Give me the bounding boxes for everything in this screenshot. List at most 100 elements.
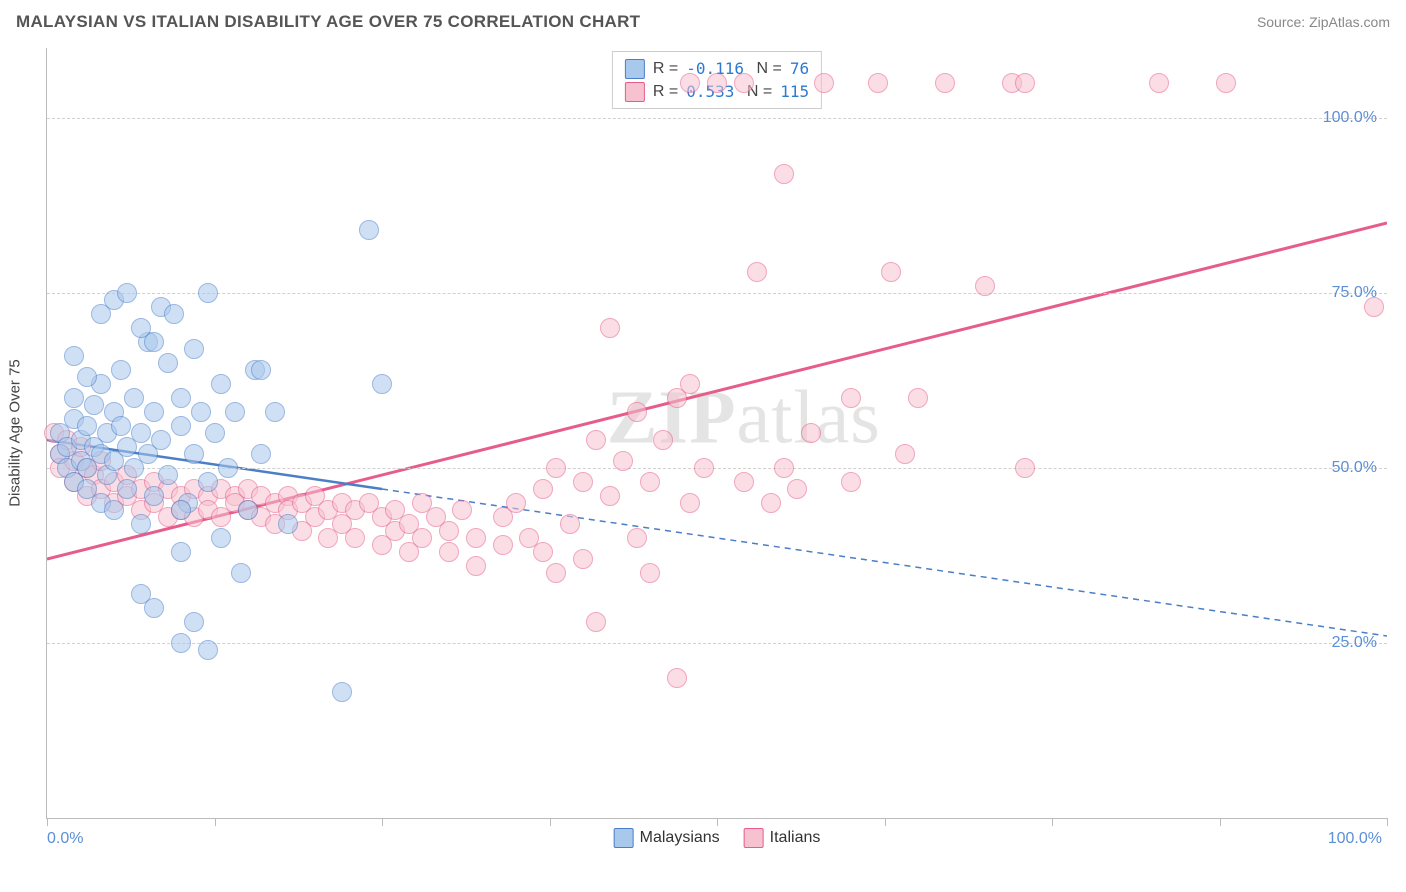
point-malaysian	[164, 304, 184, 324]
point-malaysian	[171, 633, 191, 653]
point-malaysian	[184, 339, 204, 359]
point-malaysian	[131, 423, 151, 443]
point-malaysian	[211, 374, 231, 394]
point-malaysian	[64, 346, 84, 366]
point-malaysian	[332, 682, 352, 702]
point-italian	[680, 374, 700, 394]
point-italian	[774, 164, 794, 184]
point-italian	[707, 73, 727, 93]
point-italian	[627, 402, 647, 422]
point-malaysian	[144, 486, 164, 506]
point-malaysian	[151, 430, 171, 450]
r-label: R =	[653, 80, 678, 103]
point-italian	[975, 276, 995, 296]
point-italian	[774, 458, 794, 478]
point-italian	[734, 73, 754, 93]
point-malaysian	[104, 500, 124, 520]
x-tick	[47, 818, 48, 826]
y-tick-label: 25.0%	[1332, 634, 1377, 652]
x-tick	[1220, 818, 1221, 826]
point-italian	[1015, 458, 1035, 478]
point-malaysian	[171, 416, 191, 436]
point-malaysian	[144, 598, 164, 618]
legend-label-malaysians: Malaysians	[640, 829, 720, 847]
point-italian	[586, 430, 606, 450]
source-attribution: Source: ZipAtlas.com	[1257, 14, 1390, 30]
point-malaysian	[198, 283, 218, 303]
point-malaysian	[251, 360, 271, 380]
point-italian	[586, 612, 606, 632]
point-italian	[412, 528, 432, 548]
point-italian	[680, 73, 700, 93]
point-italian	[881, 262, 901, 282]
point-italian	[908, 388, 928, 408]
y-tick-label: 100.0%	[1323, 109, 1377, 127]
point-malaysian	[171, 500, 191, 520]
point-italian	[560, 514, 580, 534]
point-malaysian	[372, 374, 392, 394]
point-italian	[345, 528, 365, 548]
chart-title: MALAYSIAN VS ITALIAN DISABILITY AGE OVER…	[16, 12, 640, 32]
point-italian	[895, 444, 915, 464]
point-malaysian	[158, 465, 178, 485]
point-italian	[841, 472, 861, 492]
point-italian	[814, 73, 834, 93]
point-malaysian	[205, 423, 225, 443]
swatch-blue	[625, 59, 645, 79]
point-malaysian	[265, 402, 285, 422]
gridline	[47, 118, 1387, 119]
point-malaysian	[211, 528, 231, 548]
point-italian	[613, 451, 633, 471]
point-malaysian	[144, 402, 164, 422]
point-italian	[1149, 73, 1169, 93]
point-malaysian	[171, 542, 191, 562]
point-italian	[466, 528, 486, 548]
legend-item-italians: Italians	[744, 828, 821, 848]
point-malaysian	[218, 458, 238, 478]
x-tick	[550, 818, 551, 826]
point-italian	[439, 542, 459, 562]
point-italian	[935, 73, 955, 93]
point-italian	[452, 500, 472, 520]
point-malaysian	[171, 388, 191, 408]
point-italian	[600, 318, 620, 338]
point-italian	[801, 423, 821, 443]
point-malaysian	[117, 283, 137, 303]
point-malaysian	[77, 367, 97, 387]
point-malaysian	[225, 402, 245, 422]
n-value-pink: 115	[780, 80, 809, 103]
point-malaysian	[238, 500, 258, 520]
point-malaysian	[144, 332, 164, 352]
point-italian	[546, 563, 566, 583]
point-italian	[694, 458, 714, 478]
point-italian	[533, 542, 553, 562]
point-malaysian	[198, 472, 218, 492]
point-malaysian	[77, 416, 97, 436]
r-label: R =	[653, 57, 678, 80]
watermark: ZIPatlas	[607, 374, 881, 461]
point-italian	[439, 521, 459, 541]
trend-lines-layer	[47, 48, 1387, 818]
point-italian	[1015, 73, 1035, 93]
point-malaysian	[278, 514, 298, 534]
swatch-pink	[625, 82, 645, 102]
gridline	[47, 293, 1387, 294]
legend-item-malaysians: Malaysians	[614, 828, 720, 848]
point-malaysian	[111, 360, 131, 380]
point-italian	[734, 472, 754, 492]
point-malaysian	[231, 563, 251, 583]
swatch-blue	[614, 828, 634, 848]
point-italian	[841, 388, 861, 408]
point-malaysian	[111, 416, 131, 436]
point-malaysian	[64, 388, 84, 408]
point-malaysian	[251, 444, 271, 464]
y-tick-label: 50.0%	[1332, 459, 1377, 477]
point-italian	[868, 73, 888, 93]
x-tick	[382, 818, 383, 826]
x-tick	[1387, 818, 1388, 826]
point-italian	[546, 458, 566, 478]
point-italian	[680, 493, 700, 513]
point-italian	[761, 493, 781, 513]
x-tick	[1052, 818, 1053, 826]
point-malaysian	[359, 220, 379, 240]
